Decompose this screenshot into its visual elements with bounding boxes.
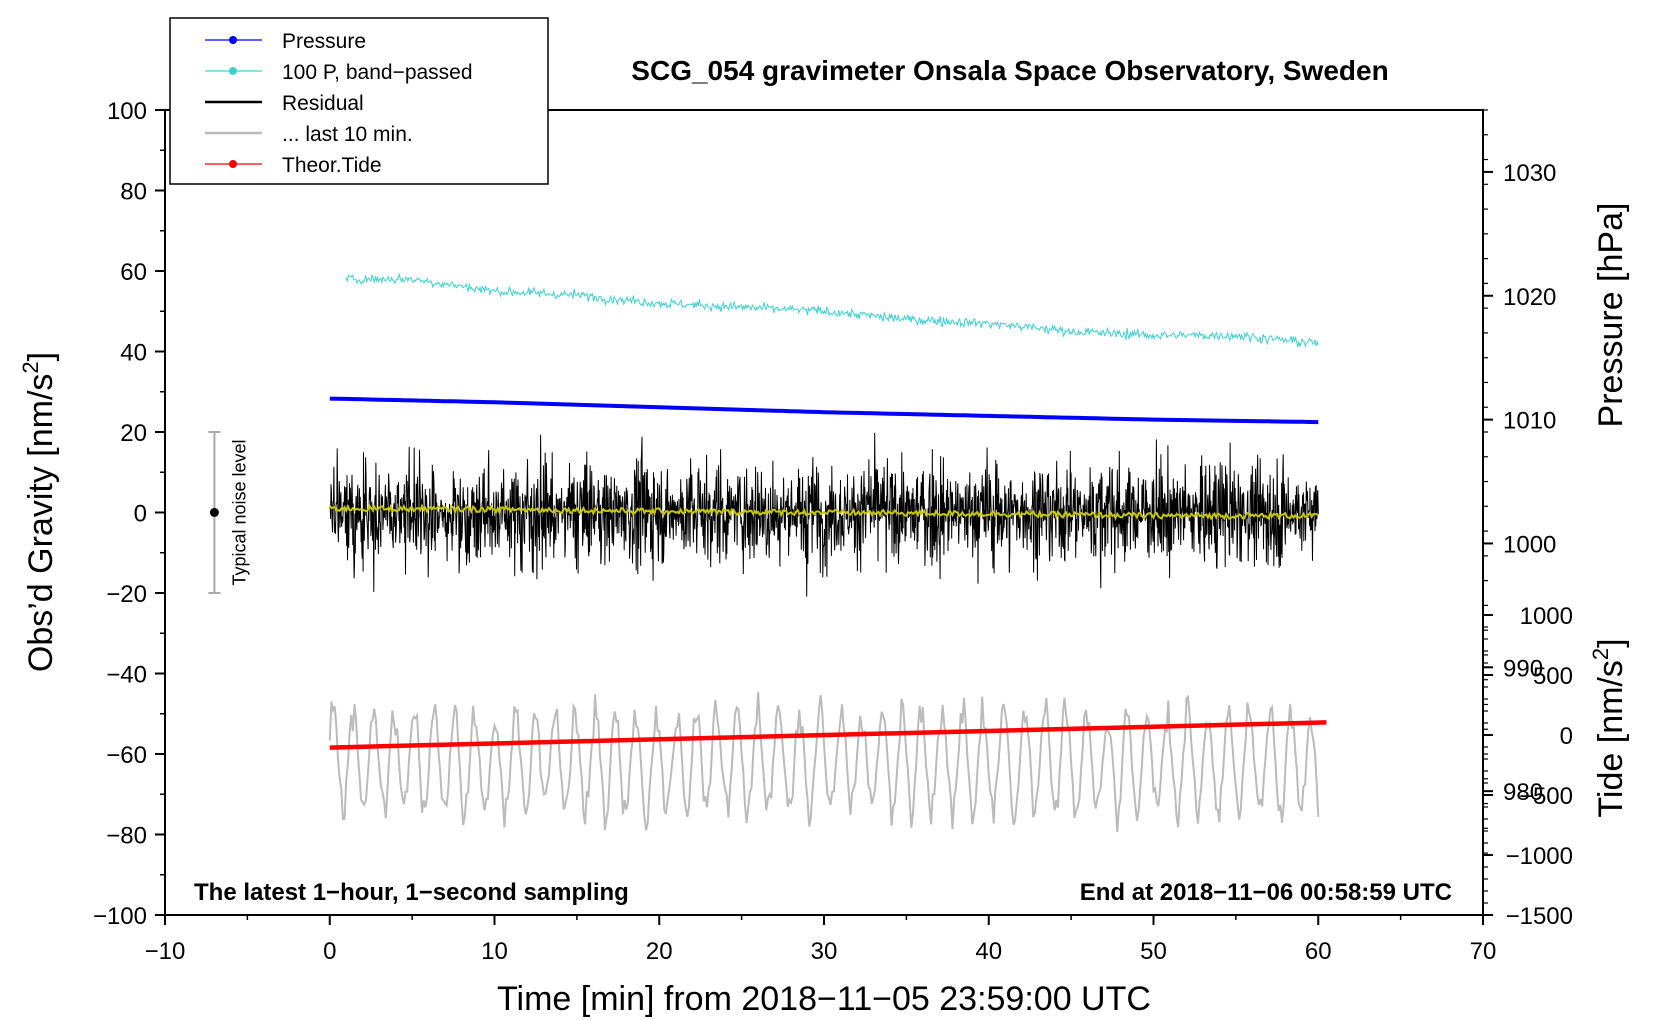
legend: Pressure 100 P, band−passed Residual ... la… [169, 17, 549, 185]
chart-title: SCG_054 gravimeter Onsala Space Observat… [631, 55, 1388, 86]
pressure-tick-label: 990 [1503, 655, 1543, 682]
tide-tick-label: 500 [1533, 663, 1573, 690]
y-left-tick-label: −40 [106, 662, 147, 689]
tide-tick-label: −1500 [1506, 903, 1573, 930]
note-latest-hour: The latest 1−hour, 1−second sampling [194, 879, 629, 906]
bandpassed-pressure-series [345, 272, 1319, 348]
x-tick-label: 40 [975, 938, 1002, 965]
x-tick-label: 20 [646, 938, 673, 965]
y-left-tick-label: 20 [120, 420, 147, 447]
legend-marker [229, 36, 237, 44]
x-tick-label: 10 [481, 938, 508, 965]
y-axis-title-tide: Tide [nm/s2] [1588, 638, 1630, 817]
legend-label: Theor.Tide [282, 154, 382, 177]
pressure-tick-label: 980 [1503, 779, 1543, 806]
x-tick-label: 50 [1140, 938, 1167, 965]
y-left-tick-label: 80 [120, 179, 147, 206]
legend-marker [229, 67, 237, 75]
series-layer [328, 272, 1327, 833]
y-axis-title-left-main: Obs’d Gravity [nm/s [22, 374, 60, 673]
x-tick-label: 70 [1470, 938, 1497, 965]
y-axis-title-tide-main: Tide [nm/s [1592, 660, 1630, 817]
x-axis-title: Time [min] from 2018−11−05 23:59:00 UTC [497, 980, 1151, 1018]
y-axis-title-pressure: Pressure [hPa] [1592, 203, 1630, 428]
tide-tick-label: −500 [1519, 783, 1573, 810]
y-left-tick-label: 40 [120, 340, 147, 367]
pressure-series [329, 396, 1319, 425]
noise-level-indicator: Typical noise level [208, 431, 249, 594]
x-tick-label: 0 [323, 938, 336, 965]
residual-smoothed-series [328, 503, 1319, 521]
pressure-tick-label: 1030 [1503, 160, 1556, 187]
legend-label: Pressure [282, 30, 366, 53]
tide-series [329, 720, 1327, 750]
y-axis-title-tide-end: ] [1592, 638, 1630, 647]
y-axis-title-left: Obs’d Gravity [nm/s2] [18, 352, 60, 672]
last-10-min-series [328, 692, 1320, 833]
x-tick-label: 60 [1305, 938, 1332, 965]
legend-label: ... last 10 min. [282, 123, 413, 146]
y-axis-title-tide-sup: 2 [1588, 648, 1613, 660]
y-left-tick-label: −100 [93, 903, 147, 930]
legend-label: Residual [282, 92, 364, 115]
tide-tick-label: 1000 [1520, 603, 1573, 630]
y-left-tick-label: −20 [106, 581, 147, 608]
noise-center-dot [209, 508, 219, 517]
y-axis-title-left-sup: 2 [18, 361, 43, 373]
x-tick-label: −10 [145, 938, 186, 965]
y-left-tick-label: 0 [134, 501, 147, 528]
noise-label: Typical noise level [229, 439, 249, 585]
tide-tick-label: 0 [1560, 723, 1573, 750]
pressure-tick-label: 1010 [1503, 408, 1556, 435]
y-axis-title-left-end: ] [22, 352, 60, 361]
y-left-tick-label: 100 [107, 98, 147, 125]
residual-series [329, 432, 1319, 597]
y-left-tick-label: 60 [120, 259, 147, 286]
tide-tick-label: −1000 [1506, 843, 1573, 870]
pressure-tick-label: 1020 [1503, 284, 1556, 311]
y-left-tick-label: −60 [106, 742, 147, 769]
legend-label: 100 P, band−passed [282, 61, 473, 84]
x-tick-label: 30 [811, 938, 838, 965]
y-left-tick-label: −80 [106, 823, 147, 850]
pressure-tick-label: 1000 [1503, 531, 1556, 558]
ticks-layer: −10 0 10 20 30 40 50 60 70100806040200−20−40−60−… [93, 98, 1573, 965]
legend-marker [229, 160, 237, 168]
note-end-time: End at 2018−11−06 00:58:59 UTC [1080, 879, 1452, 906]
